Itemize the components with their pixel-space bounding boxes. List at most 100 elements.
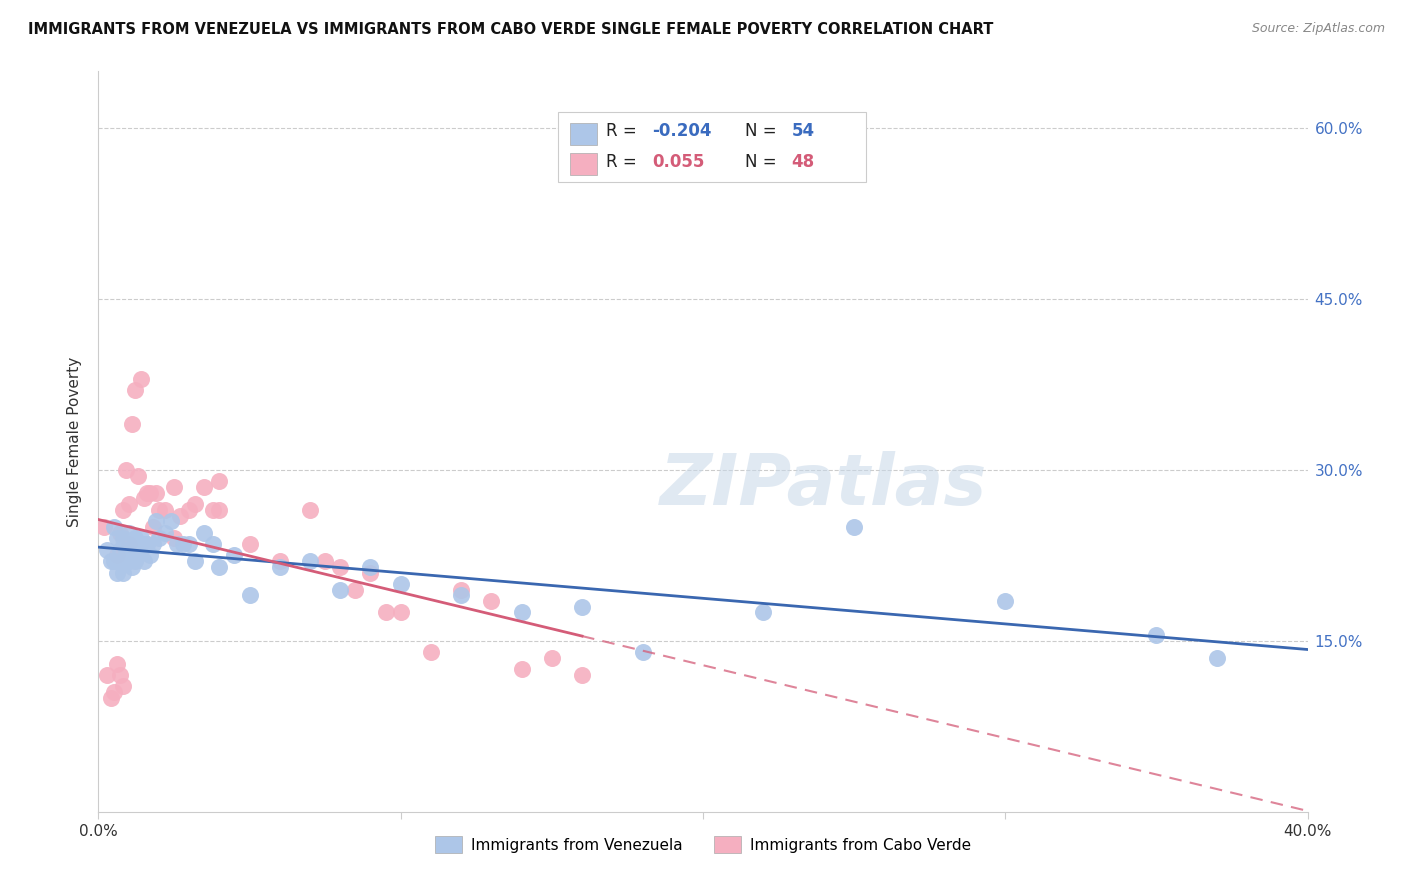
Text: -0.204: -0.204 xyxy=(652,122,711,140)
Point xyxy=(129,372,152,386)
Point xyxy=(269,554,291,568)
Point xyxy=(360,559,382,574)
Point xyxy=(299,503,322,517)
Point xyxy=(224,549,246,563)
Text: 0.055: 0.055 xyxy=(652,153,704,171)
Point xyxy=(118,554,141,568)
Point xyxy=(450,582,472,597)
Point xyxy=(96,542,118,557)
Point xyxy=(299,554,322,568)
Point xyxy=(108,542,131,557)
Point xyxy=(135,485,157,500)
Text: R =: R = xyxy=(606,153,648,171)
Point xyxy=(1144,628,1167,642)
Point xyxy=(360,566,382,580)
Point xyxy=(142,537,165,551)
Text: Source: ZipAtlas.com: Source: ZipAtlas.com xyxy=(1251,22,1385,36)
Point xyxy=(93,520,115,534)
Point xyxy=(103,520,125,534)
Point xyxy=(389,577,412,591)
Point xyxy=(129,532,152,546)
Point xyxy=(752,606,775,620)
Point xyxy=(132,491,155,506)
FancyBboxPatch shape xyxy=(558,112,866,183)
Point xyxy=(139,485,162,500)
Point xyxy=(631,645,654,659)
Point xyxy=(121,559,143,574)
Point xyxy=(510,606,533,620)
Point xyxy=(994,594,1017,608)
Point xyxy=(96,668,118,682)
Point xyxy=(1206,651,1229,665)
Text: ZIPatlas: ZIPatlas xyxy=(661,451,987,520)
Point xyxy=(100,554,122,568)
Point xyxy=(163,480,186,494)
Legend: Immigrants from Venezuela, Immigrants from Cabo Verde: Immigrants from Venezuela, Immigrants fr… xyxy=(429,830,977,860)
Point xyxy=(118,497,141,511)
Point xyxy=(269,559,291,574)
Point xyxy=(202,537,225,551)
Point xyxy=(108,668,131,682)
Point xyxy=(510,662,533,676)
Point xyxy=(129,542,152,557)
Point xyxy=(105,566,128,580)
Point xyxy=(148,503,170,517)
Point xyxy=(105,532,128,546)
Point xyxy=(329,582,352,597)
Point xyxy=(193,480,215,494)
Point xyxy=(208,559,231,574)
Point xyxy=(844,520,866,534)
FancyBboxPatch shape xyxy=(569,153,596,175)
Point xyxy=(103,685,125,699)
Point xyxy=(118,525,141,540)
Point xyxy=(450,588,472,602)
Point xyxy=(481,594,503,608)
Point xyxy=(103,554,125,568)
Point xyxy=(132,554,155,568)
Point xyxy=(420,645,443,659)
Point xyxy=(124,384,146,398)
Point xyxy=(124,532,146,546)
Point xyxy=(169,508,191,523)
Point xyxy=(163,532,186,546)
Point xyxy=(111,680,134,694)
Point xyxy=(172,537,194,551)
Point xyxy=(105,549,128,563)
Point xyxy=(208,475,231,489)
Y-axis label: Single Female Poverty: Single Female Poverty xyxy=(67,357,83,526)
Point xyxy=(108,554,131,568)
Point xyxy=(389,606,412,620)
FancyBboxPatch shape xyxy=(569,123,596,145)
Point xyxy=(179,503,201,517)
Point xyxy=(121,417,143,432)
Point xyxy=(132,537,155,551)
Point xyxy=(540,651,562,665)
Point xyxy=(148,532,170,546)
Point xyxy=(105,657,128,671)
Point xyxy=(329,559,352,574)
Point xyxy=(571,668,593,682)
Point xyxy=(239,588,262,602)
Point xyxy=(114,463,136,477)
Point xyxy=(153,525,176,540)
Point xyxy=(118,537,141,551)
Point xyxy=(127,468,149,483)
Point xyxy=(184,497,207,511)
Point xyxy=(111,503,134,517)
Point xyxy=(160,514,183,528)
Point xyxy=(153,503,176,517)
Point xyxy=(184,554,207,568)
Point xyxy=(108,525,131,540)
Point xyxy=(121,542,143,557)
Point xyxy=(314,554,336,568)
Text: N =: N = xyxy=(745,153,782,171)
Point xyxy=(344,582,367,597)
Text: 48: 48 xyxy=(792,153,814,171)
Point xyxy=(571,599,593,614)
Point xyxy=(111,566,134,580)
Point xyxy=(142,520,165,534)
Point xyxy=(239,537,262,551)
Point xyxy=(139,549,162,563)
Point xyxy=(114,542,136,557)
Point xyxy=(111,532,134,546)
